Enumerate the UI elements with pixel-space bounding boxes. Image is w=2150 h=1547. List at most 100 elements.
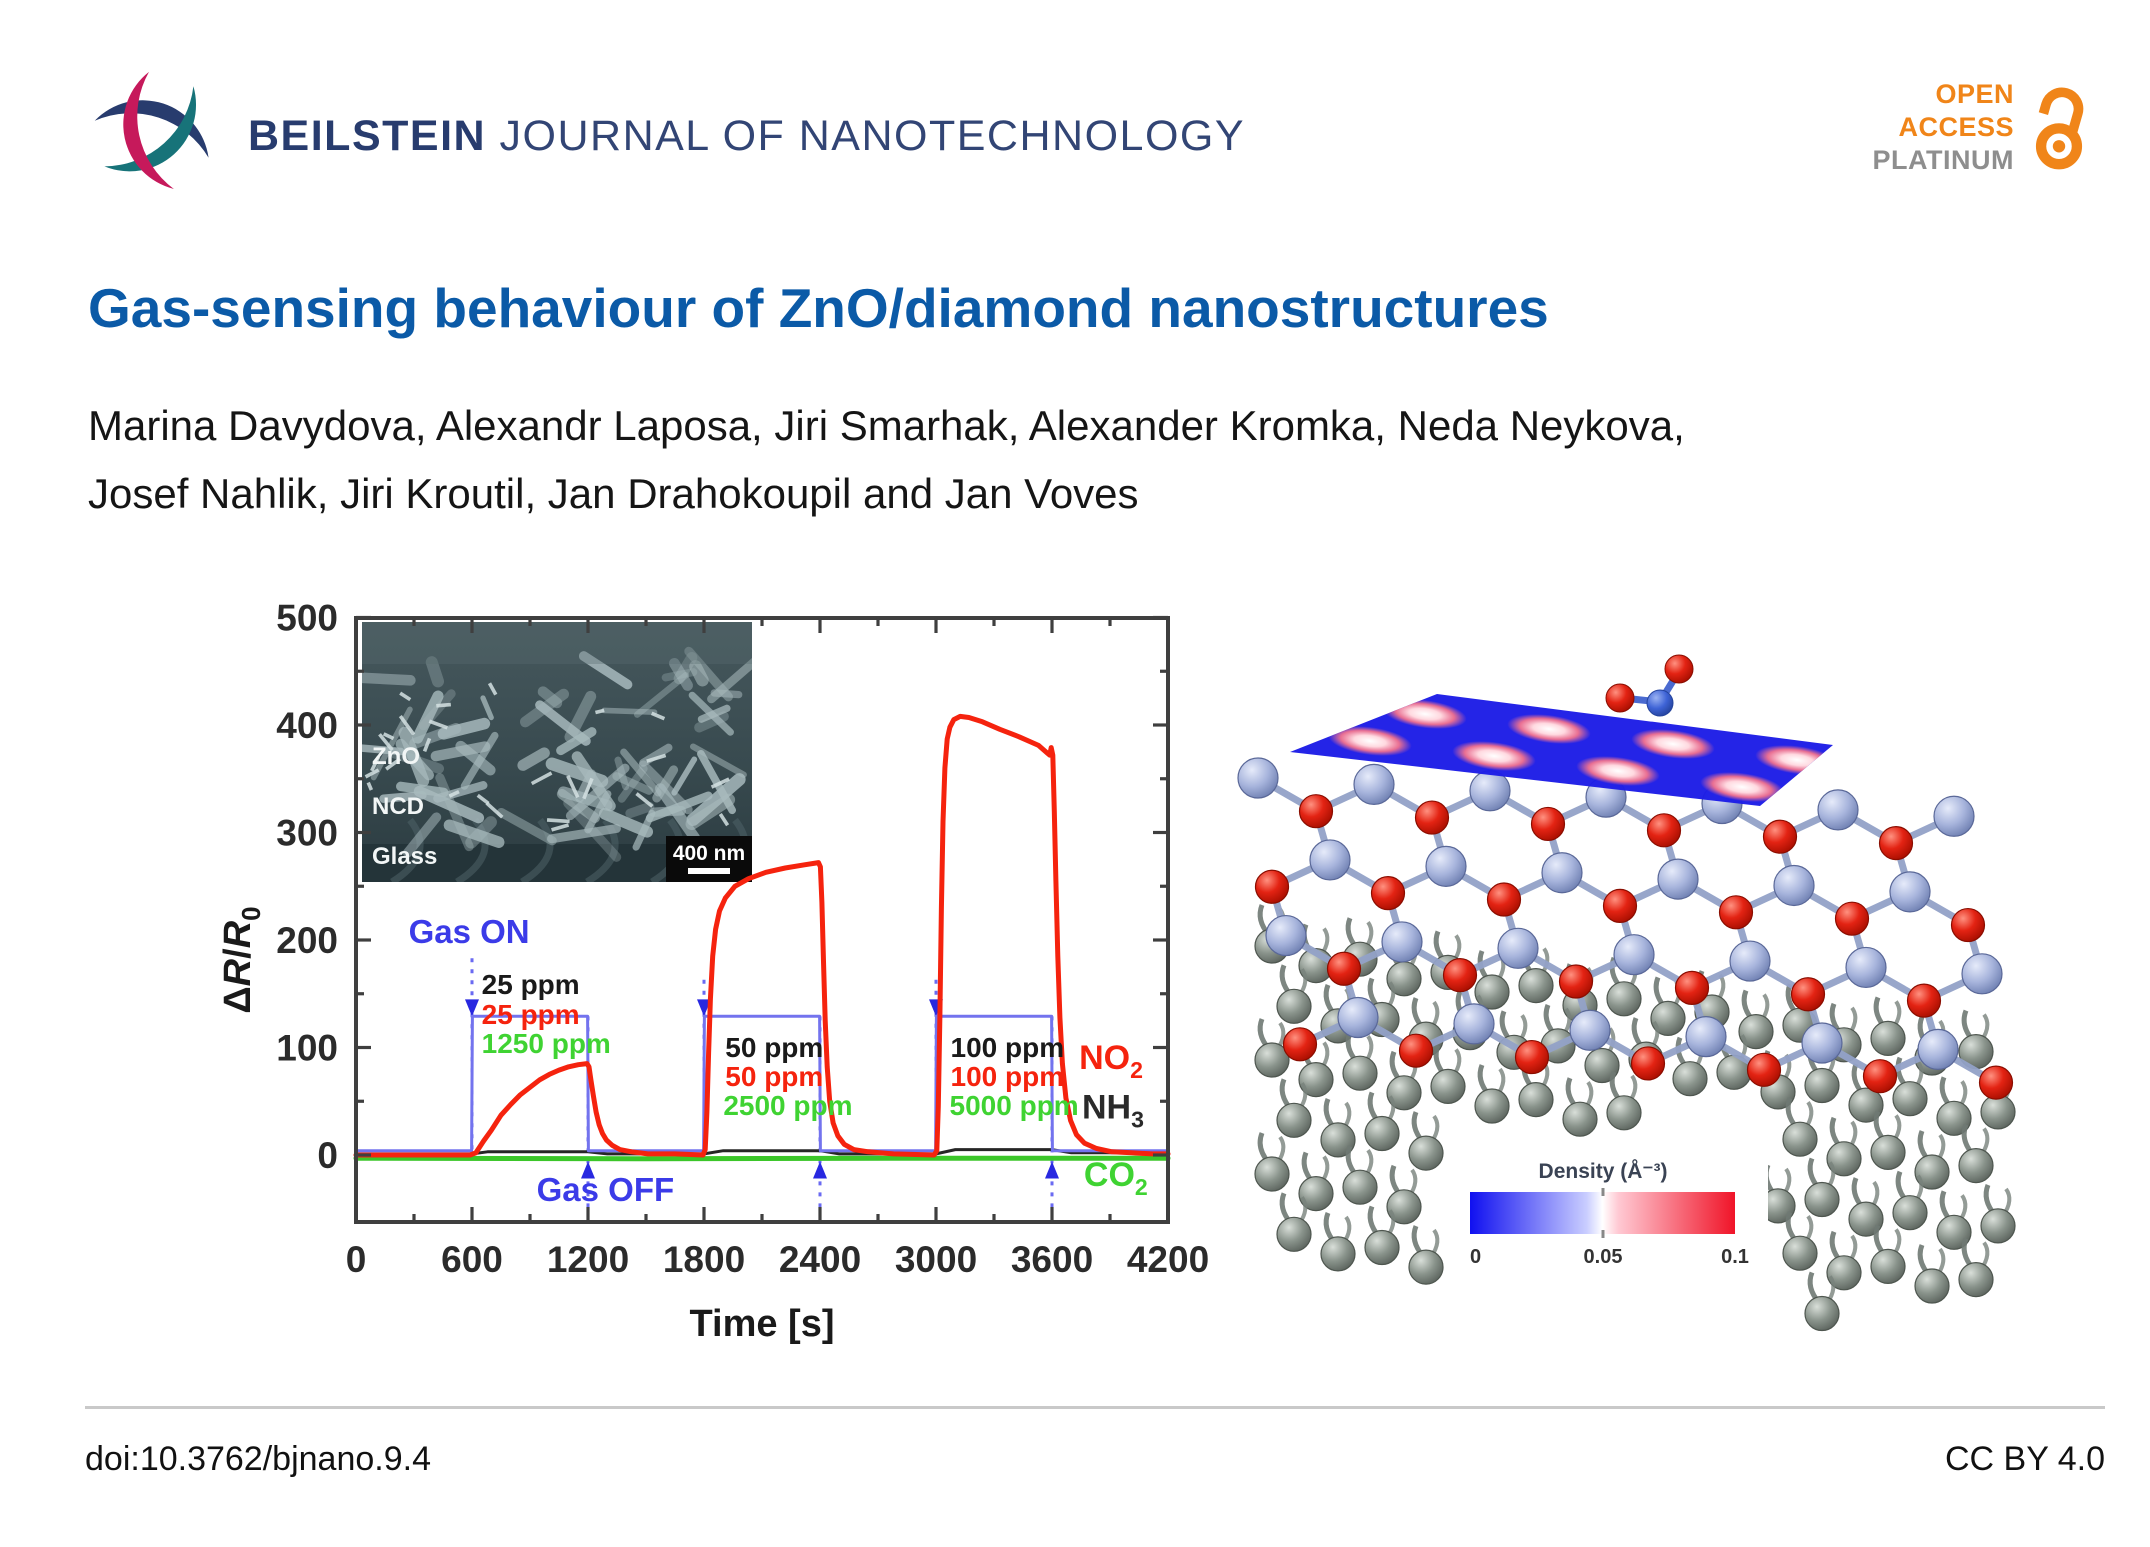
lock-body — [2035, 123, 2083, 170]
o-atom — [1664, 654, 1694, 684]
footer-divider — [85, 1406, 2105, 1409]
lock-keyhole — [2052, 140, 2066, 153]
chart-annotation: Gas OFF — [537, 1171, 675, 1208]
journal-name: BEILSTEIN JOURNAL OF NANOTECHNOLOGY — [248, 112, 1245, 161]
open-access-badge: OPEN ACCESS PLATINUM — [1873, 78, 2090, 177]
series-NH3 — [354, 1148, 1170, 1156]
zn-atom — [1309, 839, 1351, 881]
chart-annotation: 25 ppm — [482, 969, 580, 1000]
o-atom — [1746, 1052, 1782, 1087]
open-lock-icon — [2035, 88, 2084, 170]
chart-annotation: 50 ppm — [725, 1032, 823, 1063]
author-list-line1: Marina Davydova, Alexandr Laposa, Jiri S… — [88, 402, 1685, 449]
chart-annotation: NO2 — [1079, 1039, 1143, 1083]
o-atom — [1298, 794, 1334, 829]
sem-layer-label: NCD — [372, 793, 424, 820]
o-atom — [1834, 901, 1870, 936]
x-tick-label: 600 — [441, 1239, 503, 1280]
chart-axes: 0 600 1200 1800 2400 3000 3600 4200 0 100 200 300 40… — [217, 598, 1209, 1346]
doi-text: doi:10.3762/bjnano.9.4 — [85, 1440, 431, 1478]
license-text: CC BY 4.0 — [1944, 1440, 2105, 1478]
y-tick-label: 100 — [276, 1028, 338, 1069]
oa-badge-access: ACCESS — [1898, 111, 2014, 142]
zn-atom — [1469, 770, 1511, 812]
o-atom — [1602, 888, 1638, 924]
author-list-line2: Josef Nahlik, Jiri Kroutil, Jan Drahokou… — [88, 470, 1139, 518]
journal-name-bold: BEILSTEIN — [248, 112, 487, 160]
chart-annotation: 5000 ppm — [950, 1090, 1079, 1121]
y-tick-label: 400 — [276, 705, 338, 746]
chart-annotation: 100 ppm — [951, 1032, 1065, 1063]
x-axis-title: Time [s] — [689, 1303, 834, 1345]
zn-atom — [1337, 996, 1379, 1039]
chart-annotation: Gas ON — [409, 913, 530, 950]
oa-badge-platinum: PLATINUM — [1872, 144, 2014, 175]
chart-annotation: NH3 — [1082, 1088, 1144, 1132]
journal-name-rest: JOURNAL OF NANOTECHNOLOGY — [486, 112, 1246, 160]
x-tick-label: 3000 — [895, 1239, 977, 1280]
o-atom — [1514, 1039, 1550, 1075]
lock-shackle — [2038, 88, 2084, 134]
o-atom — [1605, 683, 1635, 713]
zn-atom — [1497, 927, 1539, 969]
author-list: Marina Davydova, Alexandr Laposa, Jiri S… — [88, 392, 1685, 528]
zn-atom — [1541, 852, 1583, 894]
charge-density-plane — [1290, 694, 1833, 806]
o-atom — [1370, 876, 1406, 911]
diamond-lattice — [1254, 904, 2016, 1332]
chart-annotation: 25 ppm — [482, 999, 580, 1030]
x-tick-label: 1800 — [663, 1239, 745, 1280]
zn-atom — [1933, 795, 1975, 837]
zn-atom — [1685, 1016, 1727, 1058]
o-atom — [1878, 825, 1914, 861]
colorbar-tick-label: 0 — [1470, 1246, 1481, 1268]
o-atom — [1630, 1046, 1666, 1081]
zn-atom — [1817, 789, 1859, 831]
zn-atom — [1237, 757, 1279, 799]
chart-annotation: 1250 ppm — [482, 1028, 611, 1059]
o-atom — [1674, 970, 1710, 1005]
x-tick-label: 1200 — [547, 1239, 629, 1280]
y-tick-label: 300 — [276, 813, 338, 854]
zn-atom — [1381, 921, 1423, 963]
o-atom — [1326, 951, 1362, 986]
zn-atom — [1569, 1009, 1611, 1051]
logo-arc-crimson — [123, 71, 174, 189]
o-atom — [1254, 869, 1290, 904]
x-tick-label: 2400 — [779, 1239, 861, 1280]
y-axis-title: ΔR/R0 — [217, 906, 266, 1013]
density-colorbar: Density (Å⁻³) 0 0.05 0.1 — [1446, 1138, 1768, 1274]
o-atom — [1646, 813, 1682, 848]
x-tick-label: 3600 — [1011, 1239, 1093, 1280]
zn-atom — [1613, 934, 1655, 976]
logo-arc-teal — [104, 86, 197, 172]
logo-swirl — [94, 71, 209, 189]
n-atom — [1646, 689, 1674, 717]
zn-atom — [1845, 946, 1887, 989]
article-title: Gas-sensing behaviour of ZnO/diamond nan… — [88, 277, 1549, 339]
zn-atom — [1729, 940, 1771, 982]
o-atom — [1530, 806, 1566, 842]
x-tick-label: 4200 — [1127, 1239, 1209, 1280]
beilstein-logo-icon — [94, 71, 209, 189]
zn-atom — [1425, 845, 1467, 887]
sem-inset-image: ZnO NCD Glass 400 nm — [362, 622, 752, 882]
sem-layer-label: ZnO — [372, 743, 420, 770]
o-atom — [1862, 1059, 1898, 1094]
no2-molecule — [1605, 654, 1694, 717]
o-atom — [1414, 800, 1450, 835]
chart-annotation: 2500 ppm — [723, 1090, 852, 1121]
zn-atom — [1773, 864, 1815, 907]
o-atom — [1282, 1027, 1318, 1062]
zn-atom — [1917, 1028, 1959, 1071]
o-atom — [1486, 882, 1522, 917]
y-tick-label: 500 — [276, 598, 338, 639]
colorbar-label: Density (Å⁻³) — [1539, 1159, 1668, 1183]
o-atom — [1906, 983, 1942, 1018]
colorbar-tick-label: 0.05 — [1584, 1246, 1623, 1268]
chart-annotation: 50 ppm — [725, 1061, 823, 1092]
